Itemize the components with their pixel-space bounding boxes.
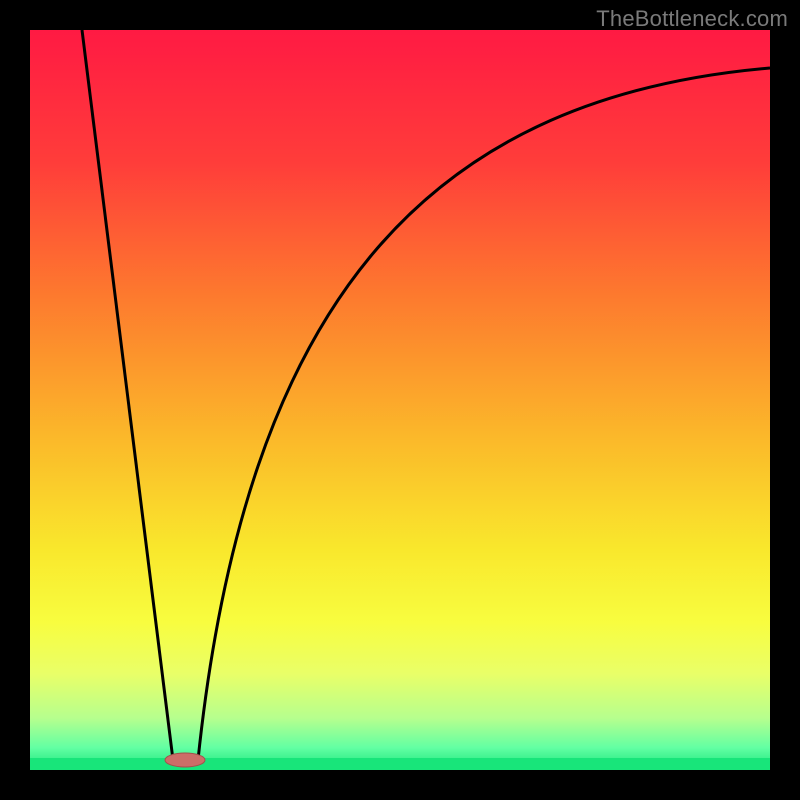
bottom-green-band — [30, 758, 770, 770]
gradient-panel — [30, 30, 770, 770]
chart-container: TheBottleneck.com — [0, 0, 800, 800]
minimum-marker — [165, 753, 205, 767]
chart-svg — [0, 0, 800, 800]
watermark-text: TheBottleneck.com — [596, 6, 788, 32]
